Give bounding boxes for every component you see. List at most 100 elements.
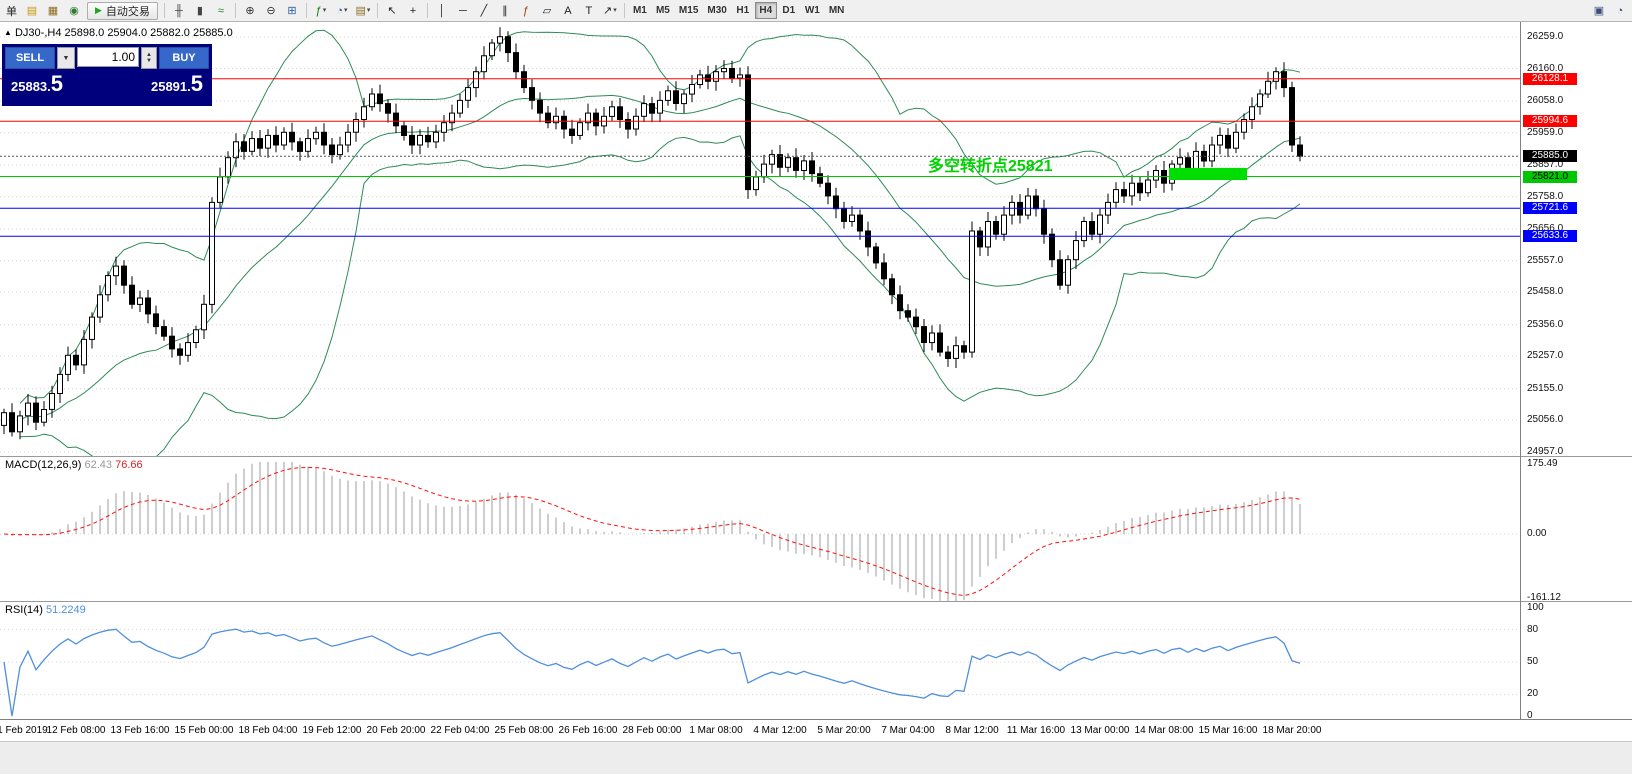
time-axis-label: 7 Mar 04:00 (881, 725, 935, 736)
price-line-label: 25994.6 (1523, 115, 1577, 128)
buy-button[interactable]: BUY (159, 47, 209, 69)
shapes-icon[interactable]: ▱ (537, 2, 557, 20)
time-axis-label: 11 Mar 16:00 (1006, 725, 1066, 736)
price-axis-tick: 25656.0 (1527, 223, 1564, 235)
volume-input[interactable] (77, 47, 139, 67)
time-axis-label: 22 Feb 04:00 (430, 725, 490, 736)
zoom-in-icon[interactable]: ⊕ (240, 2, 260, 20)
price-axis-tick: 25155.0 (1527, 382, 1564, 394)
volume-stepper[interactable]: ▲ ▼ (141, 47, 157, 69)
toolbar-separator (426, 3, 428, 18)
chat-icon[interactable]: ▣ (1589, 2, 1609, 20)
vertical-line-icon[interactable]: │ (432, 2, 452, 20)
price-line-label: 25721.6 (1523, 202, 1577, 215)
indicators-dropdown[interactable]: ƒ ▾ (311, 2, 331, 20)
zoom-out-icon[interactable]: ⊖ (261, 2, 281, 20)
timeframe-h4-button[interactable]: H4 (754, 2, 777, 19)
timeframe-m5-button[interactable]: M5 (652, 2, 674, 19)
time-axis-label: 11 Feb 2019 (0, 725, 48, 736)
trendline-icon[interactable]: ╱ (474, 2, 494, 20)
panel-divider (0, 601, 1632, 602)
sell-button[interactable]: SELL (5, 47, 55, 69)
time-axis-label: 20 Feb 20:00 (366, 725, 426, 736)
candlestick-chart-icon[interactable]: ▮ (190, 2, 210, 20)
time-axis-label: 28 Feb 00:00 (622, 725, 682, 736)
templates-dropdown[interactable]: ▤ ▾ (353, 2, 373, 20)
rsi-axis-tick: 20 (1527, 688, 1539, 700)
tile-windows-icon[interactable]: ⊞ (282, 2, 302, 20)
chart-annotation-text: 多空转折点25821 (928, 158, 1053, 175)
horizontal-line-icon[interactable]: ─ (453, 2, 473, 20)
toolbar-separator (623, 3, 625, 18)
new-order-icon[interactable]: ▤ (22, 2, 42, 20)
rsi-axis[interactable]: 100 80 50 20 0 (1521, 602, 1632, 721)
text-icon[interactable]: A (558, 2, 578, 20)
price-axis-tick: 26058.0 (1527, 95, 1564, 106)
macd-axis-tick: 0.00 (1527, 528, 1547, 539)
auto-trading-label: 自动交易 (105, 5, 150, 18)
price-line-label: 25821.0 (1523, 170, 1577, 183)
toolbar-separator (163, 3, 165, 18)
price-axis-tick: 25356.0 (1527, 318, 1564, 330)
timeframe-mn-button[interactable]: MN (825, 2, 849, 19)
arrows-dropdown[interactable]: ↗ ▾ (600, 2, 620, 20)
rsi-chart[interactable] (0, 602, 1520, 719)
buy-price[interactable]: 25891.5 (150, 71, 203, 96)
timeframe-d1-button[interactable]: D1 (778, 2, 800, 19)
time-axis-label: 15 Feb 00:00 (174, 725, 234, 736)
macd-chart[interactable] (0, 457, 1520, 601)
timeframe-m1-button[interactable]: M1 (629, 2, 651, 19)
timeframe-m30-button[interactable]: M30 (703, 2, 730, 19)
price-axis[interactable]: 26259.0 26160.0 26058.0 25959.0 25857.0 25758… (1521, 22, 1632, 457)
time-axis-label: 1 Mar 08:00 (689, 725, 743, 736)
chevron-down-icon: ▾ (366, 6, 371, 14)
equidistant-channel-icon[interactable]: ∥ (495, 2, 515, 20)
text-label-icon[interactable]: T (579, 2, 599, 20)
help-icon[interactable]: ◉ (64, 2, 84, 20)
time-axis-label: 18 Mar 20:00 (1262, 725, 1322, 736)
macd-axis-tick: -161.12 (1527, 592, 1561, 604)
chart-window: 26259.0 26160.0 26058.0 25959.0 25857.0 25758… (0, 22, 1632, 774)
crosshair-icon[interactable]: + (403, 2, 423, 20)
auto-trading-button[interactable]: ▶ 自动交易 (87, 1, 158, 20)
step-up-icon: ▲ (146, 52, 152, 58)
time-axis-label: 12 Feb 08:00 (46, 725, 106, 736)
timeframe-m15-button[interactable]: M15 (675, 2, 702, 19)
bar-chart-icon[interactable]: ╫ (169, 2, 189, 20)
time-axis-label: 4 Mar 12:00 (753, 725, 807, 736)
chart-window-icon[interactable]: ▦ (43, 2, 63, 20)
price-chart[interactable] (0, 22, 1520, 456)
chevron-down-icon: ▾ (613, 6, 617, 14)
rsi-axis-tick: 0 (1527, 710, 1533, 721)
time-axis-label: 18 Feb 04:00 (238, 725, 298, 736)
price-axis-tick: 25458.0 (1527, 286, 1564, 298)
sell-price[interactable]: 25883.5 (11, 71, 64, 96)
cursor-icon[interactable]: ↖ (382, 2, 402, 20)
toolbar-separator (376, 3, 378, 18)
toolbar: 单 ▤ ▦ ◉ ▶ 自动交易 ╫ ▮ ≈ ⊕ ⊖ ⊞ ƒ ▾ ◔ ▾ ▤ ▾ ↖ + │ ─ ╱ ∥ ƒ ▱ A T ↗ ▾ M1 M5 M15… (0, 0, 1632, 22)
price-axis-tick: 24957.0 (1527, 445, 1564, 457)
toolbar-separator (234, 3, 236, 18)
periods-dropdown[interactable]: ◔ ▾ (332, 2, 352, 20)
timeframe-h1-button[interactable]: H1 (732, 2, 754, 19)
time-axis-label: 25 Feb 08:00 (494, 725, 554, 736)
bid-price-label: 25885.0 (1523, 150, 1577, 163)
line-chart-icon[interactable]: ≈ (211, 2, 231, 20)
fibonacci-icon[interactable]: ƒ (516, 2, 536, 20)
time-axis-label: 14 Mar 08:00 (1134, 725, 1194, 736)
macd-axis[interactable]: 175.49 0.00 -161.12 (1521, 457, 1632, 604)
price-axis-tick: 25056.0 (1527, 414, 1564, 426)
price-line-label: 26128.1 (1523, 72, 1577, 85)
time-axis-label: 13 Mar 00:00 (1070, 725, 1130, 736)
macd-label: MACD(12,26,9) 62.43 76.66 (5, 459, 143, 471)
axis-divider (1520, 22, 1521, 719)
window-bottom-strip (0, 741, 1632, 774)
rsi-axis-tick: 100 (1527, 602, 1544, 613)
order-type-dropdown[interactable]: ▼ (57, 47, 75, 69)
community-icon[interactable]: ◔ (1610, 2, 1630, 20)
price-axis-tick: 25857.0 (1527, 159, 1564, 171)
order-label[interactable]: 单 (6, 5, 17, 18)
price-axis-tick: 25758.0 (1527, 190, 1564, 202)
timeframe-w1-button[interactable]: W1 (801, 2, 824, 19)
